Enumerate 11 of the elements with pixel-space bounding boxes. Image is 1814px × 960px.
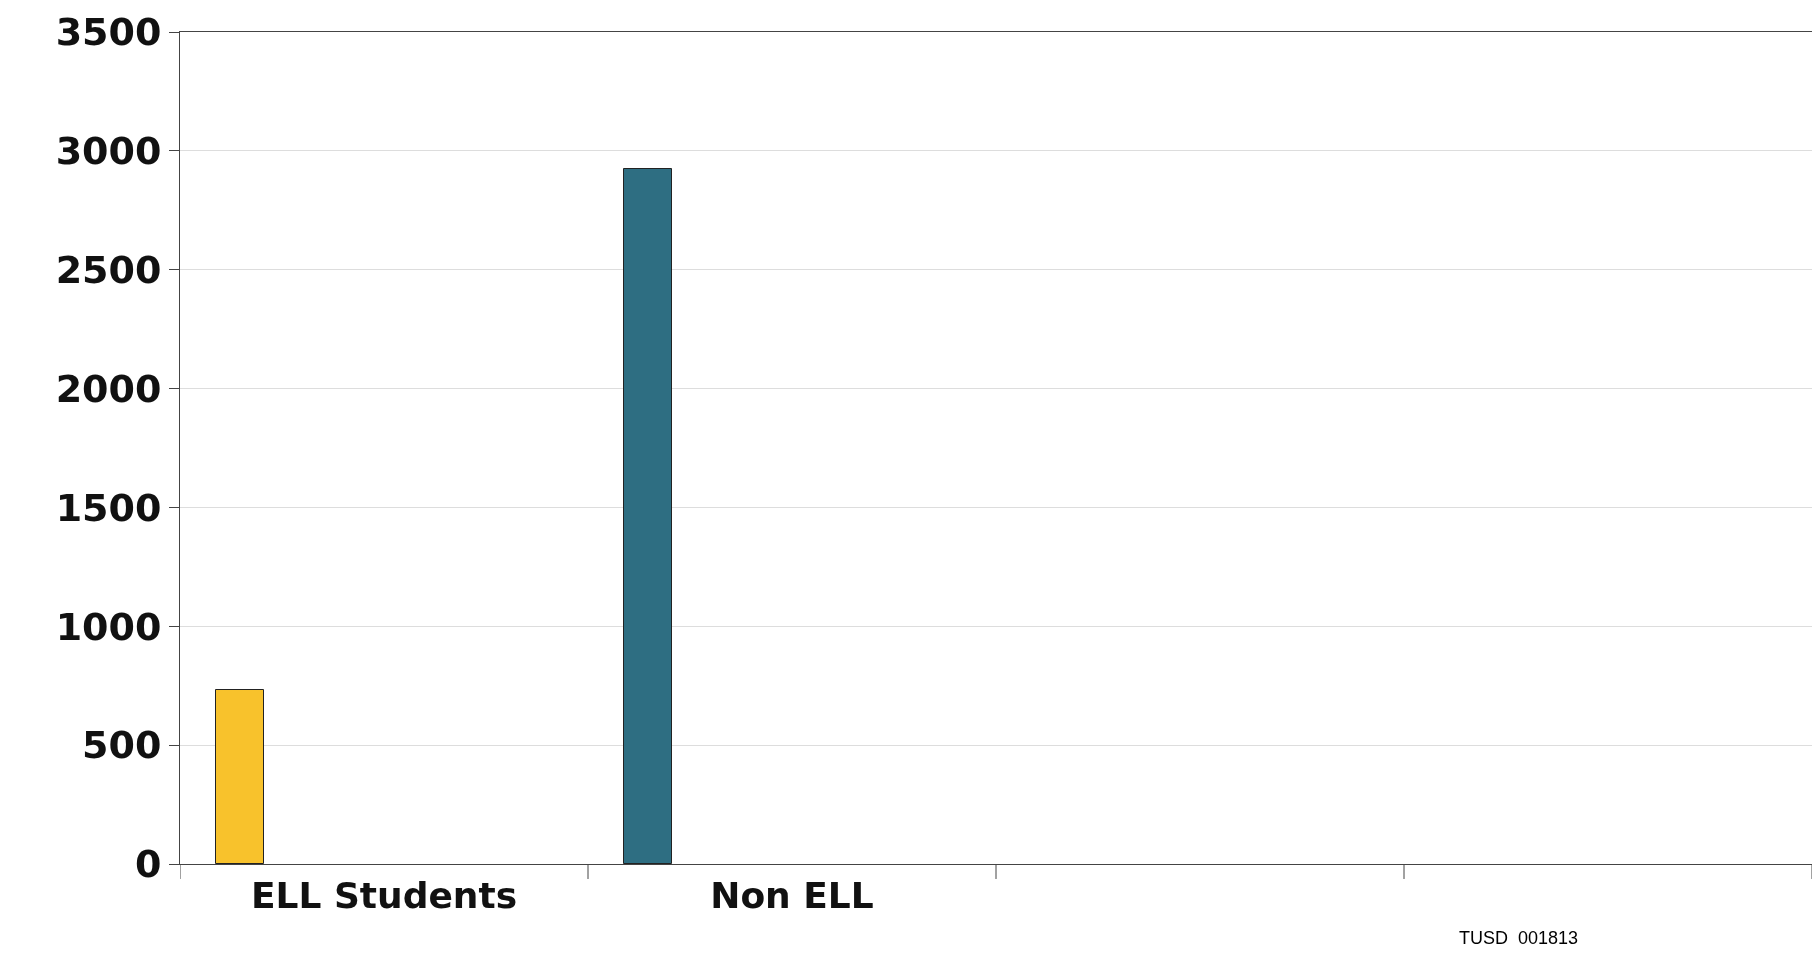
y-tick-label: 1000 [55, 604, 162, 649]
x-tick-label: Non ELL [710, 875, 874, 917]
y-tick-label: 3500 [55, 10, 162, 55]
y-tick-label: 500 [82, 723, 162, 768]
y-tick-label: 1500 [55, 485, 162, 530]
text: TUSD 001813 [1459, 928, 1579, 948]
y-tick-label: 2000 [55, 366, 162, 411]
x-tick-label: ELL Students [250, 875, 518, 917]
y-tick-label: 0 [134, 842, 162, 887]
y-tick-label: 2500 [55, 248, 162, 293]
y-tick-label: 3000 [55, 129, 162, 174]
